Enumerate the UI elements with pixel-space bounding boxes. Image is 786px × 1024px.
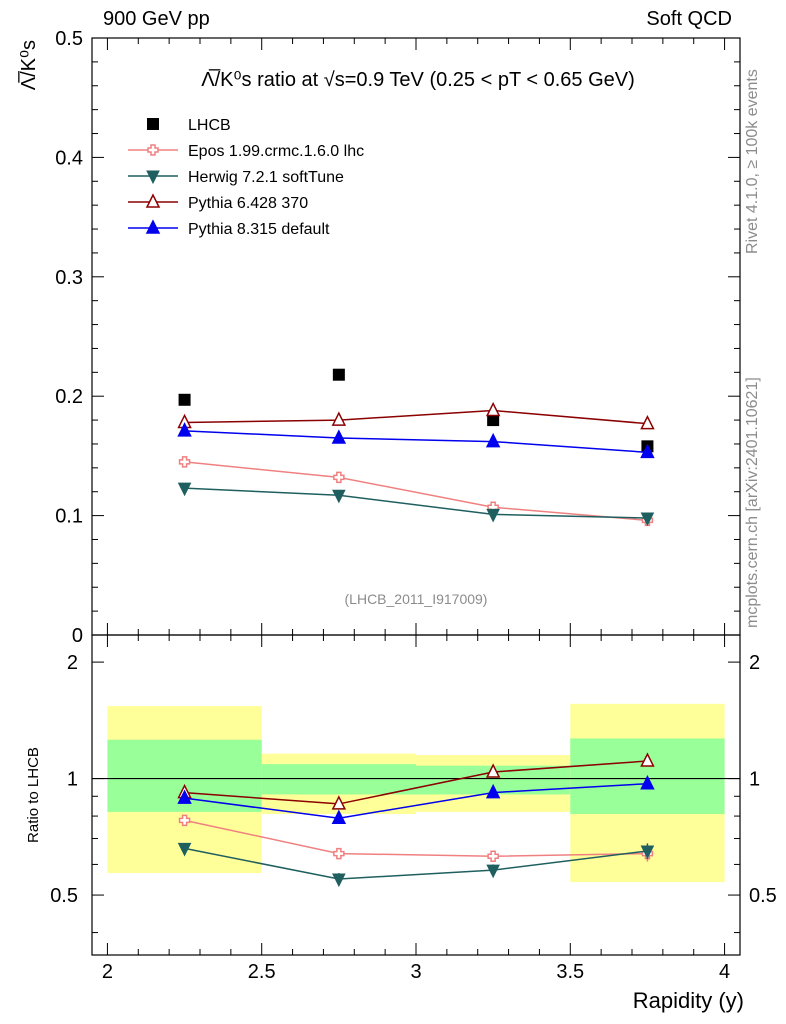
ratio-y-tick-label-right: 1	[749, 769, 760, 791]
x-tick-label: 3.5	[556, 961, 584, 983]
x-tick-label: 2	[102, 961, 113, 983]
ratio-point-Epos	[333, 847, 345, 860]
y-tick-label-zero: 0	[72, 625, 83, 647]
main-point-Pythia8	[331, 429, 347, 444]
legend-marker-Pythia8	[145, 219, 161, 234]
ratio-point-Pythia6	[640, 752, 655, 767]
x-tick-label: 2.5	[248, 961, 276, 983]
legend-label-Herwig: Herwig 7.2.1 softTune	[188, 169, 344, 186]
legend-label-Pythia6: Pythia 6.428 370	[188, 195, 308, 212]
main-point-Pythia6	[331, 411, 347, 426]
ratio-y-tick-label: 0.5	[50, 885, 78, 907]
header-right: Soft QCD	[646, 8, 732, 30]
x-tick-label: 4	[719, 961, 730, 983]
axes	[91, 37, 741, 956]
main-y-axis-label: Λ̅/K⁰s	[17, 40, 40, 90]
x-tick-label: 3	[410, 961, 421, 983]
main-point-Pythia6	[640, 414, 655, 430]
legend-marker-Epos	[147, 144, 159, 156]
main-point-Pythia8	[177, 422, 192, 437]
ratio-point-Epos	[487, 850, 499, 862]
main-point-Herwig	[177, 482, 192, 497]
ratio-point-Pythia8	[331, 809, 347, 824]
main-point-Pythia8	[485, 432, 501, 448]
main-point-LHCB	[332, 368, 345, 381]
main-point-LHCB	[487, 414, 500, 427]
legend-label-LHCB: LHCB	[188, 117, 231, 134]
main-line-Pythia8	[184, 430, 648, 454]
chart-title: Λ̅/K⁰s ratio at √s=0.9 TeV (0.25 < pT < …	[201, 68, 635, 91]
legend-marker-LHCB	[147, 118, 159, 130]
header-left: 900 GeV pp	[103, 8, 210, 30]
ratio-point-Pythia6	[331, 795, 347, 810]
ratio-line-Herwig	[184, 847, 648, 880]
ratio-line-Pythia8	[184, 782, 648, 819]
x-axis-label: Rapidity (y)	[633, 988, 744, 1013]
ratio-line-Pythia6	[184, 760, 648, 805]
legend-label-Pythia8: Pythia 8.315 default	[188, 221, 330, 238]
ratio-point-Pythia6	[485, 763, 501, 778]
main-point-Pythia6	[485, 401, 501, 417]
y-tick-label: 0.1	[55, 506, 83, 528]
ratio-y-tick-label: 2	[67, 652, 78, 674]
main-panel-series	[177, 368, 655, 527]
ratio-point-Epos	[178, 814, 191, 827]
main-point-Epos	[333, 471, 345, 484]
legend-marker-Herwig	[146, 170, 160, 185]
main-line-Epos	[184, 461, 648, 522]
main-line-Pythia6	[184, 409, 648, 425]
chart-text: 2 2.5 3 3.5 4 0.1 0.2 0.3 0.4 0.5 0 0.5 0.5 1 1 2 2 Λ̅/K⁰…	[17, 28, 777, 1013]
band-inner-1	[261, 764, 416, 795]
main-point-Herwig	[486, 508, 500, 523]
main-point-Herwig	[640, 512, 655, 527]
ratio-point-Pythia8	[485, 783, 501, 799]
analysis-watermark: (LHCB_2011_I917009)	[345, 591, 488, 607]
ratio-point-Herwig	[486, 864, 500, 879]
ratio-point-Pythia8	[640, 775, 655, 790]
ratio-point-Herwig	[332, 873, 346, 888]
y-tick-label: 0.5	[55, 28, 83, 50]
ratio-point-Pythia8	[177, 789, 192, 804]
y-tick-label: 0.2	[55, 386, 83, 408]
ratio-y-axis-label: Ratio to LHCB	[25, 747, 42, 843]
main-point-Herwig	[332, 489, 346, 504]
ratio-panel-series	[177, 752, 655, 888]
ratio-y-tick-label-right: 2	[749, 652, 760, 674]
legend: LHCB Epos 1.99.crmc.1.6.0 lhc Herwig 7.2.1…	[128, 117, 364, 238]
main-point-Epos	[178, 456, 191, 468]
legend-label-Epos: Epos 1.99.crmc.1.6.0 lhc	[188, 143, 364, 160]
legend-marker-Pythia6	[145, 193, 161, 208]
y-tick-label: 0.3	[55, 267, 83, 289]
main-line-Herwig	[184, 487, 648, 519]
ratio-y-tick-label: 1	[67, 769, 78, 791]
ratio-y-tick-label-right: 0.5	[749, 885, 777, 907]
ratio-line-Epos	[184, 819, 648, 857]
main-point-LHCB	[178, 393, 191, 406]
ratio-point-Herwig	[640, 845, 655, 860]
ratio-point-Herwig	[177, 842, 192, 857]
y-tick-label: 0.4	[55, 147, 83, 169]
main-point-Pythia8	[640, 443, 655, 459]
